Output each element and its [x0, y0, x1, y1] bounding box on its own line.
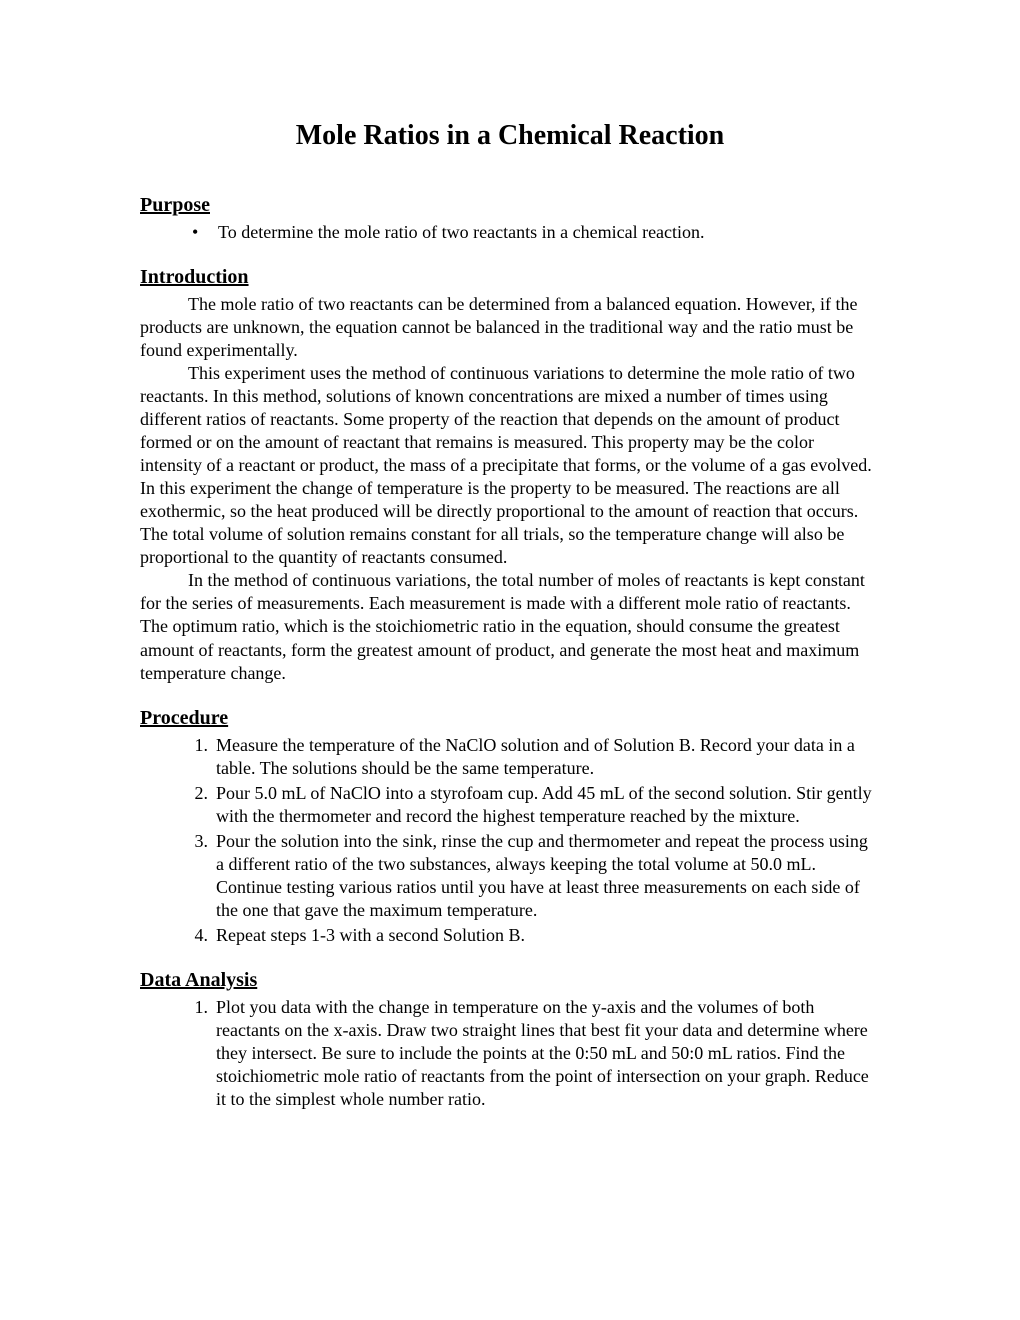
step-text: Plot you data with the change in tempera…: [216, 997, 869, 1109]
intro-paragraph-3: In the method of continuous variations, …: [140, 569, 880, 684]
step-number: 1.: [182, 996, 208, 1019]
step-number: 1.: [182, 734, 208, 757]
purpose-section: Purpose To determine the mole ratio of t…: [140, 194, 880, 244]
purpose-heading: Purpose: [140, 194, 880, 217]
document-title: Mole Ratios in a Chemical Reaction: [140, 120, 880, 152]
step-number: 3.: [182, 830, 208, 853]
data-analysis-section: Data Analysis 1. Plot you data with the c…: [140, 969, 880, 1111]
step-text: Measure the temperature of the NaClO sol…: [216, 735, 855, 778]
introduction-section: Introduction The mole ratio of two react…: [140, 266, 880, 685]
procedure-step-4: 4. Repeat steps 1-3 with a second Solutio…: [182, 924, 880, 947]
procedure-list: 1. Measure the temperature of the NaClO s…: [140, 734, 880, 947]
purpose-list: To determine the mole ratio of two react…: [140, 221, 880, 244]
procedure-step-2: 2. Pour 5.0 mL of NaClO into a styrofoam …: [182, 782, 880, 828]
data-analysis-step-1: 1. Plot you data with the change in tempe…: [182, 996, 880, 1111]
procedure-step-1: 1. Measure the temperature of the NaClO s…: [182, 734, 880, 780]
intro-paragraph-2: This experiment uses the method of conti…: [140, 362, 880, 569]
step-number: 2.: [182, 782, 208, 805]
procedure-heading: Procedure: [140, 707, 880, 730]
step-number: 4.: [182, 924, 208, 947]
introduction-heading: Introduction: [140, 266, 880, 289]
purpose-item: To determine the mole ratio of two react…: [198, 221, 880, 244]
procedure-step-3: 3. Pour the solution into the sink, rinse…: [182, 830, 880, 922]
procedure-section: Procedure 1. Measure the temperature of t…: [140, 707, 880, 947]
data-analysis-list: 1. Plot you data with the change in tempe…: [140, 996, 880, 1111]
step-text: Repeat steps 1-3 with a second Solution …: [216, 925, 525, 945]
step-text: Pour 5.0 mL of NaClO into a styrofoam cu…: [216, 783, 872, 826]
data-analysis-heading: Data Analysis: [140, 969, 880, 992]
intro-paragraph-1: The mole ratio of two reactants can be d…: [140, 293, 880, 362]
step-text: Pour the solution into the sink, rinse t…: [216, 831, 868, 920]
